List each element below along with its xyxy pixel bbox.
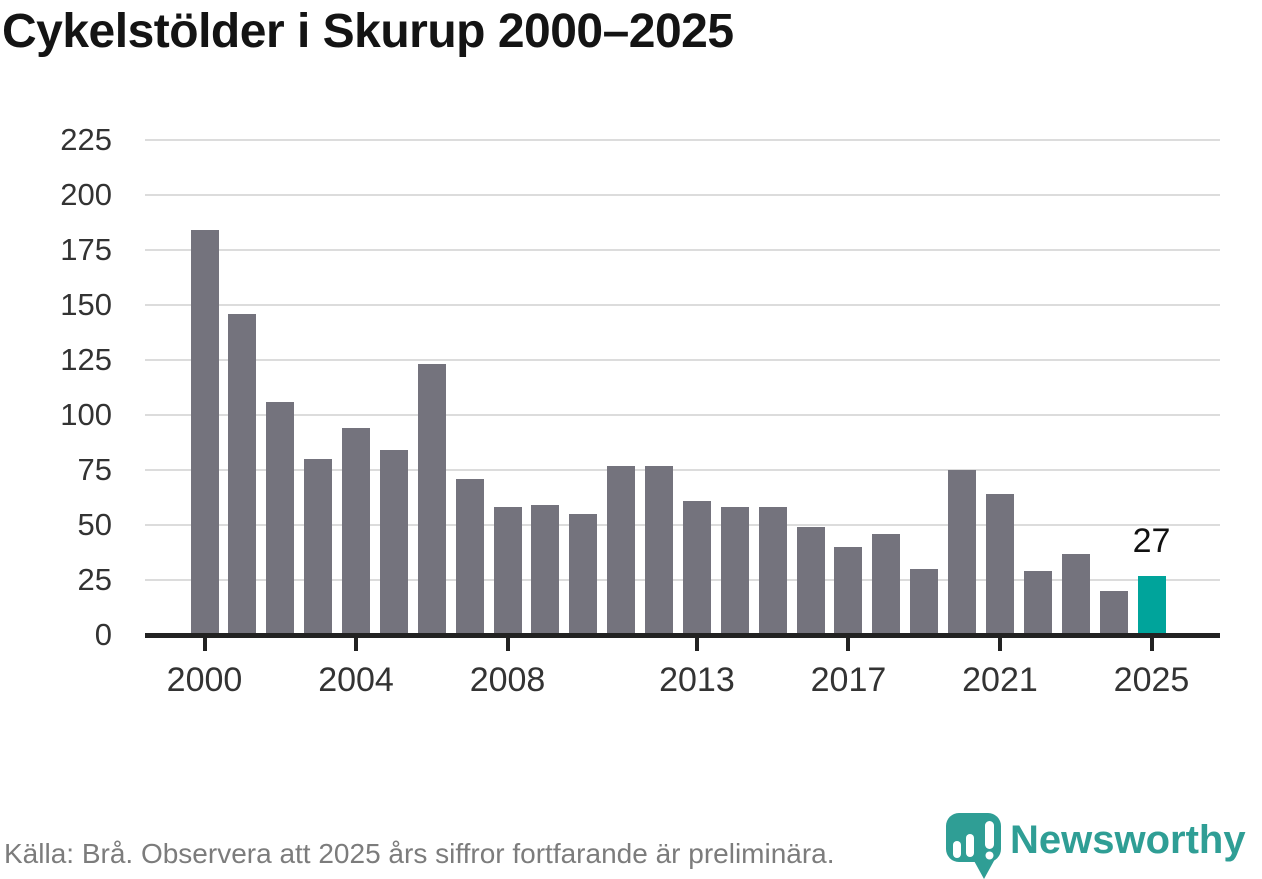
y-axis-label-150: 150 [60,287,112,322]
gridline-175 [145,249,1220,251]
y-axis-label-200: 200 [60,177,112,212]
x-axis-label-2017: 2017 [810,661,887,699]
x-axis-tick-2021 [997,638,1002,651]
gridline-225 [145,139,1220,141]
x-axis-label-2004: 2004 [318,661,394,699]
y-axis-label-125: 125 [60,342,112,377]
x-axis-tick-2017 [846,638,851,651]
x-axis-line [145,633,1220,638]
gridline-150 [145,304,1220,306]
x-axis-label-2013: 2013 [659,661,735,699]
bar-2022 [1023,571,1052,635]
x-axis-tick-2008 [505,638,510,651]
x-axis-label-2021: 2021 [962,661,1038,699]
bar-2009 [531,505,560,635]
bar-2020 [948,470,977,635]
y-axis-label-0: 0 [94,617,112,652]
gridline-100 [145,414,1220,416]
y-axis-label-75: 75 [77,452,112,487]
bar-2006 [417,364,446,635]
bar-2000 [190,230,219,635]
source-note: Källa: Brå. Observera att 2025 års siffr… [4,838,835,869]
gridline-50 [145,524,1220,526]
bar-2005 [379,450,408,635]
bar-2011 [607,465,636,635]
bar-2023 [1061,553,1090,635]
value-label-2025: 27 [1132,522,1171,560]
y-axis-label-100: 100 [60,397,112,432]
bar-2025 [1137,575,1166,635]
bar-2004 [342,428,371,635]
newsworthy-logo[interactable]: Newsworthy [946,808,1246,879]
bar-2010 [569,514,598,635]
bar-2008 [493,507,522,635]
x-axis-label-2025: 2025 [1113,661,1190,699]
bar-2012 [645,465,674,635]
x-axis-tick-2025 [1149,638,1154,651]
newsworthy-wordmark: Newsworthy [1010,818,1246,862]
y-axis-label-225: 225 [60,122,112,157]
bar-2016 [796,527,825,635]
bar-2013 [682,500,711,635]
bar-2002 [266,401,295,635]
x-axis-tick-2000 [202,638,207,651]
x-axis-label-2000: 2000 [166,661,243,699]
bar-2024 [1099,591,1128,635]
page-title: Cykelstölder i Skurup 2000–2025 [2,5,734,58]
x-axis-label-2008: 2008 [469,661,546,699]
bar-2021 [985,494,1014,635]
bar-2003 [304,459,333,635]
y-axis-label-175: 175 [60,232,112,267]
gridline-75 [145,469,1220,471]
bar-2018 [872,533,901,635]
bar-2001 [228,313,257,635]
newsworthy-pin-icon [946,813,1001,879]
y-axis-label-50: 50 [77,507,112,542]
bar-2007 [455,478,484,635]
x-axis-tick-2004 [354,638,359,651]
gridline-25 [145,579,1220,581]
gridline-125 [145,359,1220,361]
bar-2017 [834,547,863,635]
bar-2019 [910,569,939,635]
gridline-200 [145,194,1220,196]
x-axis-tick-2013 [694,638,699,651]
y-axis-label-25: 25 [77,562,112,597]
bar-2015 [758,507,787,635]
bar-2014 [720,507,749,635]
